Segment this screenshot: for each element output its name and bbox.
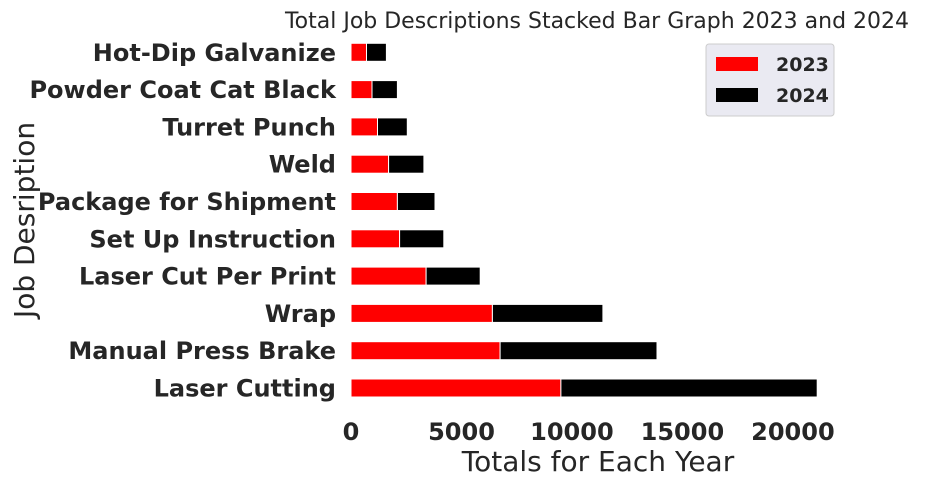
category-label-set-up-instruction: Set Up Instruction xyxy=(89,225,336,253)
bar-2023-set-up-instruction xyxy=(350,229,401,249)
bar-2023-powder-coat-cat-black xyxy=(350,80,373,100)
x-tick-labels: 0 5000 10000 15000 20000 xyxy=(343,418,835,446)
category-label-laser-cut-per-print: Laser Cut Per Print xyxy=(79,263,336,291)
category-label-powder-coat-cat-black: Powder Coat Cat Black xyxy=(29,76,337,104)
x-tick-label-15000: 15000 xyxy=(641,418,725,446)
x-tick-label-0: 0 xyxy=(343,418,360,446)
bar-2023-laser-cut-per-print xyxy=(350,266,427,286)
legend-swatch-2024 xyxy=(716,88,758,102)
legend-label-2024: 2024 xyxy=(776,85,829,107)
x-tick-label-20000: 20000 xyxy=(751,418,835,446)
legend: 2023 2024 xyxy=(705,43,835,117)
chart-title: Total Job Descriptions Stacked Bar Graph… xyxy=(284,9,909,34)
bars-group xyxy=(350,42,818,398)
category-label-wrap: Wrap xyxy=(265,300,336,328)
category-label-turret-punch: Turret Punch xyxy=(162,113,336,141)
bar-2023-manual-press-brake xyxy=(350,341,501,361)
bar-2023-weld xyxy=(350,154,390,174)
bar-2024-hot-dip-galvanize xyxy=(366,42,387,62)
bar-2024-turret-punch xyxy=(377,117,408,137)
bar-2024-manual-press-brake xyxy=(499,341,658,361)
legend-label-2023: 2023 xyxy=(776,54,829,76)
category-label-package-for-shipment: Package for Shipment xyxy=(38,188,336,216)
legend-swatch-2023 xyxy=(716,57,758,71)
x-tick-label-5000: 5000 xyxy=(428,418,495,446)
category-label-hot-dip-galvanize: Hot-Dip Galvanize xyxy=(93,39,336,67)
bar-2024-wrap xyxy=(491,303,604,323)
bar-2023-turret-punch xyxy=(350,117,378,137)
bar-2023-package-for-shipment xyxy=(350,192,398,211)
bar-2024-set-up-instruction xyxy=(399,229,445,249)
bar-2024-weld xyxy=(388,154,425,174)
x-axis-label: Totals for Each Year xyxy=(461,445,735,478)
bar-2024-laser-cutting xyxy=(560,378,818,398)
bar-2024-package-for-shipment xyxy=(396,192,436,211)
category-label-manual-press-brake: Manual Press Brake xyxy=(68,337,336,365)
bar-2023-hot-dip-galvanize xyxy=(350,42,367,62)
category-label-laser-cutting: Laser Cutting xyxy=(154,375,336,403)
bar-2024-laser-cut-per-print xyxy=(425,266,481,286)
y-axis-label: Job Desription xyxy=(8,122,41,320)
bar-2023-laser-cutting xyxy=(350,378,562,398)
category-label-weld: Weld xyxy=(269,151,336,179)
x-tick-label-10000: 10000 xyxy=(530,418,614,446)
bar-2023-wrap xyxy=(350,303,493,323)
bar-2024-powder-coat-cat-black xyxy=(371,80,398,100)
category-labels: Laser Cutting Manual Press Brake Wrap Laser… xyxy=(29,39,337,403)
